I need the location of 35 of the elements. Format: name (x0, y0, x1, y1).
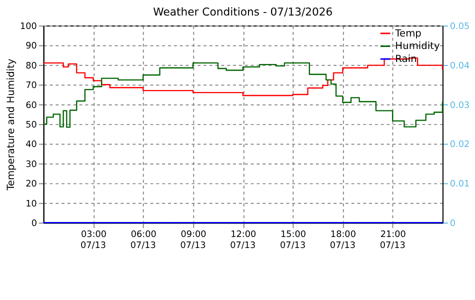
y-tick-label: 0 (31, 219, 38, 230)
legend-label: Temp (394, 28, 422, 40)
x-tick-label: 09:00 (180, 230, 207, 240)
x-tick-label: 18:00 (330, 230, 356, 240)
y-tick-label: 50 (26, 120, 38, 131)
y2-tick-label: 0.04 (450, 61, 470, 72)
x-tick-label: 15:00 (280, 230, 306, 240)
y2-tick-label: 0 (450, 219, 456, 230)
y2-tick-label: 0.02 (450, 140, 470, 150)
y-tick-label: 20 (26, 180, 38, 190)
y2-tick-label: 0.05 (450, 22, 470, 32)
y2-tick-label: 0.01 (450, 180, 470, 190)
chart-title: Weather Conditions - 07/13/2026 (153, 6, 333, 19)
text: 07/13 (130, 241, 156, 252)
y-tick-label: 10 (26, 199, 38, 210)
text: 07/13 (380, 241, 406, 252)
x-tick-label: 03:00 (80, 230, 107, 240)
y-tick-label: 40 (26, 140, 38, 150)
y-tick-label: 100 (20, 22, 38, 32)
y-tick-label: 60 (26, 100, 38, 111)
y-tick-label: 30 (26, 160, 38, 170)
x-tick-label: 06:00 (130, 230, 157, 240)
x-tick-label: 21:00 (380, 230, 406, 240)
y2-tick-label: 0.03 (450, 100, 470, 111)
text: 07/13 (330, 241, 356, 252)
y-tick-label: 70 (26, 81, 38, 92)
y-tick-label: 90 (26, 42, 38, 52)
y-tick-label: 80 (26, 61, 38, 72)
legend-label: Humidity (395, 41, 440, 52)
y-axis-title: Temperature and Humidity (6, 58, 18, 192)
text: 07/13 (180, 241, 206, 252)
text: 07/13 (280, 241, 306, 252)
text: 07/13 (230, 241, 256, 252)
x-tick-label: 12:00 (230, 230, 257, 240)
text: 07/13 (80, 241, 106, 252)
